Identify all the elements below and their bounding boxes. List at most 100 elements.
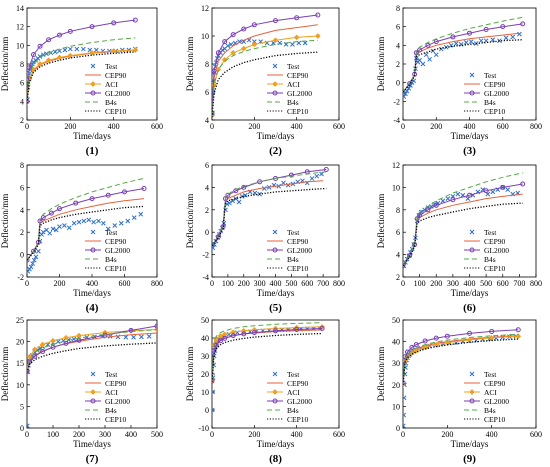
data-point-gl2000	[230, 32, 236, 38]
data-point-gl2000	[403, 263, 406, 269]
data-point-test	[71, 220, 77, 226]
data-point-gl2000	[111, 20, 117, 26]
data-point-test	[510, 34, 516, 40]
legend-label-cep10: CEP10	[287, 264, 309, 273]
data-point-test	[86, 217, 92, 223]
chart-panel-1: 0 200 400 600 2 4 6 8 10 12 14 Time/days Deflection/…	[0, 4, 163, 157]
legend-label-gl2000: GL2000	[484, 397, 509, 406]
data-point-aci	[89, 49, 95, 56]
legend-label-gl2000: GL2000	[105, 246, 130, 255]
y-tick-label: 50	[201, 316, 209, 325]
data-point-test	[66, 225, 72, 231]
y-tick-label: 4	[20, 206, 24, 215]
x-tick-label: 800	[333, 279, 345, 288]
data-point-gl2000	[489, 328, 495, 334]
data-point-aci	[76, 332, 82, 339]
data-point-test	[453, 41, 459, 46]
legend-marker-aci	[90, 389, 96, 395]
x-tick-label: 400	[86, 279, 98, 288]
y-tick-label: 15	[16, 359, 24, 368]
data-point-test	[31, 257, 37, 263]
data-point-gl2000	[433, 202, 439, 208]
legend-label-cep90: CEP90	[287, 71, 309, 80]
data-point-gl2000	[73, 200, 79, 206]
data-point-test	[417, 57, 422, 63]
y-tick-label: 4	[20, 97, 24, 106]
data-point-test	[319, 171, 324, 177]
x-tick-label: 0	[401, 279, 405, 288]
legend-label-b4s: B4s	[105, 98, 117, 107]
x-tick-label: 400	[464, 279, 476, 288]
y-axis-label: Deflection/mm	[0, 37, 10, 91]
data-point-gl2000	[323, 166, 329, 172]
data-point-test	[241, 39, 247, 44]
series-group-1	[27, 17, 139, 106]
x-tick-label: 400	[464, 122, 476, 131]
y-tick-label: 14	[16, 4, 24, 13]
y-tick-label: 4	[396, 251, 400, 260]
legend-label-cep90: CEP90	[484, 237, 506, 246]
data-point-gl2000	[403, 380, 406, 386]
series-line-cep10	[212, 332, 323, 383]
data-point-gl2000	[128, 327, 134, 333]
data-point-test	[478, 38, 484, 44]
x-tick-label: 400	[486, 430, 498, 439]
x-tick-label: 600	[497, 279, 509, 288]
x-tick-label: 600	[301, 279, 313, 288]
series-line-cep90	[403, 193, 523, 267]
x-axis-label: Time/days	[73, 131, 111, 141]
data-point-test	[28, 264, 34, 270]
data-point-aci	[293, 34, 300, 41]
data-point-gl2000	[294, 15, 300, 21]
chart-panel-9: 0 200 400 600 0 10 20 30 40 50 Time/days Deflection…	[376, 316, 542, 465]
chart-panel-7: 0 100 200 300 400 500 0 5 10 15 20 25 Time/days Defle…	[0, 316, 163, 465]
y-tick-label: -4	[393, 116, 400, 125]
legend-label-cep10: CEP10	[287, 107, 309, 116]
y-tick-label: 50	[392, 316, 400, 325]
data-point-gl2000	[483, 188, 489, 194]
x-tick-label: 300	[447, 279, 459, 288]
y-axis-label: Deflection/mm	[185, 37, 195, 91]
x-axis-label: Time/days	[73, 288, 111, 298]
legend-marker-aci	[272, 389, 278, 395]
data-point-gl2000	[294, 327, 300, 333]
y-tick-label: 12	[201, 4, 209, 13]
series-line-cep10	[403, 202, 523, 267]
x-tick-label: 400	[291, 122, 303, 131]
data-point-gl2000	[273, 18, 278, 24]
y-tick-label: 8	[396, 206, 400, 215]
legend-label-gl2000: GL2000	[287, 246, 312, 255]
y-tick-label: 10	[16, 41, 24, 50]
data-point-test	[212, 375, 216, 380]
data-point-test	[33, 254, 39, 260]
data-point-gl2000	[520, 181, 526, 187]
legend-label-gl2000: GL2000	[287, 397, 312, 406]
data-point-gl2000	[288, 172, 294, 178]
legend-label-gl2000: GL2000	[287, 89, 312, 98]
data-point-test	[236, 199, 242, 205]
data-point-test	[96, 218, 101, 224]
y-tick-label: 4	[205, 183, 209, 192]
series-group-9	[403, 327, 522, 428]
y-tick-label: 10	[392, 183, 400, 192]
x-tick-label: 200	[238, 279, 250, 288]
data-point-aci	[515, 333, 522, 340]
x-tick-label: 600	[333, 122, 345, 131]
y-tick-label: 6	[20, 183, 24, 192]
x-axis-label: Time/days	[257, 131, 295, 141]
y-tick-label: 6	[396, 23, 400, 32]
data-point-test	[433, 52, 439, 58]
x-tick-label: 0	[210, 430, 214, 439]
data-point-aci	[240, 45, 247, 52]
y-tick-label: -10	[198, 424, 209, 433]
data-point-test	[463, 40, 469, 45]
series-line-b4s	[403, 16, 523, 93]
x-tick-label: 600	[333, 430, 345, 439]
data-point-gl2000	[409, 344, 415, 350]
data-point-gl2000	[32, 353, 38, 359]
data-point-test	[74, 46, 80, 52]
y-tick-label: 0	[396, 424, 400, 433]
